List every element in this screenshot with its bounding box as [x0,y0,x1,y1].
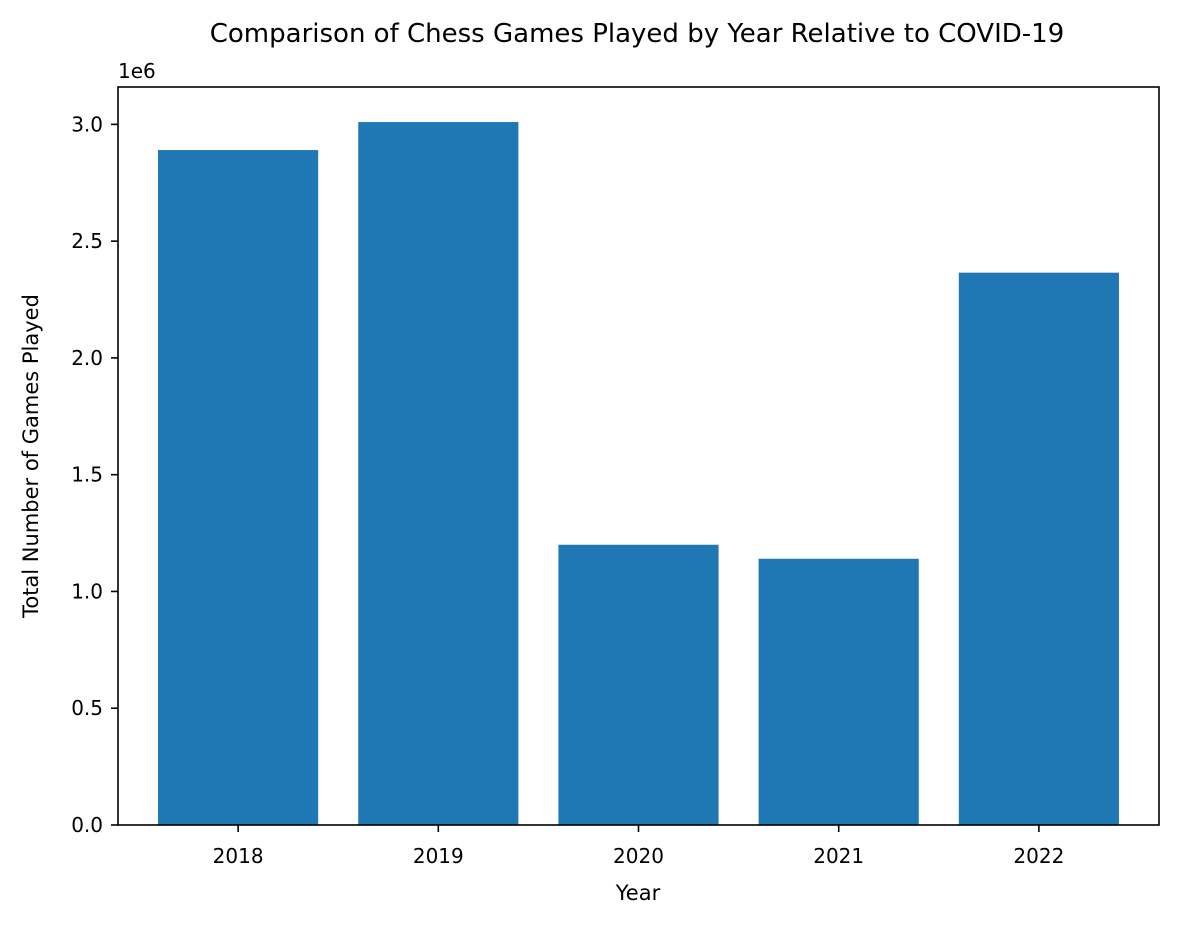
chart-title: Comparison of Chess Games Played by Year… [210,19,1065,49]
x-tick-label: 2022 [1013,844,1064,868]
x-tick-label: 2020 [613,844,664,868]
y-axis-label: Total Number of Games Played [19,294,43,619]
y-tick-label: 0.0 [71,813,103,837]
y-axis-offset-label: 1e6 [118,59,156,83]
y-tick-label: 0.5 [71,696,103,720]
bar-2020 [558,544,719,825]
bar-2021 [758,558,919,825]
x-tick-label: 2018 [213,844,264,868]
y-tick-label: 3.0 [71,112,103,136]
bars-group [158,122,1119,826]
y-tick-label: 2.0 [71,346,103,370]
bar-2019 [358,122,519,826]
x-axis-ticks: 2018 2019 2020 2021 2022 [213,825,1064,868]
x-axis-label: Year [615,881,661,905]
x-tick-label: 2021 [813,844,864,868]
y-tick-label: 1.0 [71,579,103,603]
bar-2018 [158,150,319,826]
y-tick-label: 1.5 [71,463,103,487]
y-tick-label: 2.5 [71,229,103,253]
bar-2022 [958,272,1119,825]
x-tick-label: 2019 [413,844,464,868]
plot-area: 0.00.51.01.52.02.53.0 2018 2019 2020 2021 20… [71,86,1160,868]
plot-frame [117,86,1160,826]
y-axis-ticks: 0.0 0.5 1.0 1.5 2.0 2.5 3.0 [71,112,118,837]
